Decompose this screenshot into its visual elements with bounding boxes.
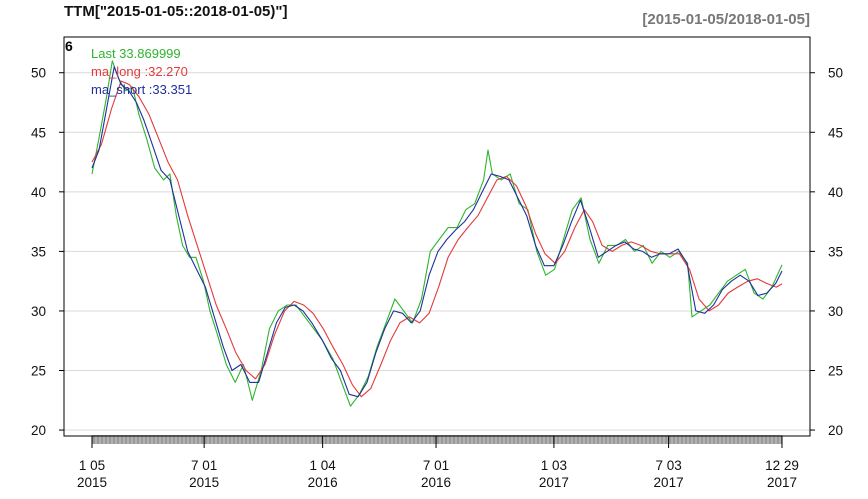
x-axis-bar-fill — [92, 435, 782, 444]
y-tick-label: 30 — [828, 304, 843, 319]
y-tick-label: 45 — [31, 125, 46, 140]
x-tick-label: 12 29 — [765, 458, 799, 473]
series-line-ma_long — [91, 80, 783, 398]
y-tick-label: 50 — [828, 66, 843, 81]
y-tick-label: 50 — [31, 66, 46, 81]
series-lines — [91, 60, 783, 407]
x-axis: 1 05 2015 7 01 2015 1 04 2016 7 01 2016 1 03 2017… — [77, 436, 799, 490]
legend: Last 33.869999 ma_long :32.270 ma_short :3… — [91, 46, 192, 97]
series-line-last — [91, 60, 783, 407]
x-tick-label: 7 03 — [655, 458, 681, 473]
y-axis-right: 20 25 30 35 40 45 50 — [810, 66, 843, 438]
legend-entry-ma_long: ma_long :32.270 — [91, 64, 188, 79]
x-tick-label: 2017 — [539, 475, 569, 490]
legend-entry-last: Last 33.869999 — [91, 46, 181, 61]
gridlines — [64, 72, 810, 431]
x-tick-label: 1 04 — [309, 458, 336, 473]
legend-entry-ma_short: ma_short :33.351 — [91, 82, 192, 97]
y-tick-label: 40 — [828, 185, 843, 200]
x-tick-label: 7 01 — [191, 458, 217, 473]
y-tick-label: 20 — [828, 423, 843, 438]
y-axis-left: 20 25 30 35 40 45 50 — [31, 66, 64, 438]
date-range-label: [2015-01-05/2018-01-05] — [642, 11, 810, 28]
x-tick-label: 2015 — [189, 475, 219, 490]
x-tick-label: 2016 — [421, 475, 451, 490]
x-tick-label: 2015 — [77, 475, 107, 490]
plot-frame — [63, 36, 811, 437]
y-tick-label: 40 — [31, 185, 46, 200]
y-tick-label: 35 — [828, 244, 843, 259]
y-tick-label: 25 — [828, 363, 843, 378]
corner-label: 6 — [65, 38, 73, 54]
x-tick-label: 2017 — [654, 475, 684, 490]
x-tick-label: 7 01 — [423, 458, 449, 473]
y-tick-label: 45 — [828, 125, 843, 140]
y-tick-label: 35 — [31, 244, 46, 259]
y-tick-label: 30 — [31, 304, 46, 319]
chart-title: TTM["2015-01-05::2018-01-05)"] — [64, 3, 287, 20]
series-line-ma_short — [91, 66, 783, 398]
x-tick-label: 1 05 — [79, 458, 105, 473]
x-tick-label: 2017 — [767, 475, 797, 490]
y-tick-label: 25 — [31, 363, 46, 378]
x-tick-label: 1 03 — [541, 458, 567, 473]
x-tick-label: 2016 — [308, 475, 338, 490]
y-tick-label: 20 — [31, 423, 46, 438]
